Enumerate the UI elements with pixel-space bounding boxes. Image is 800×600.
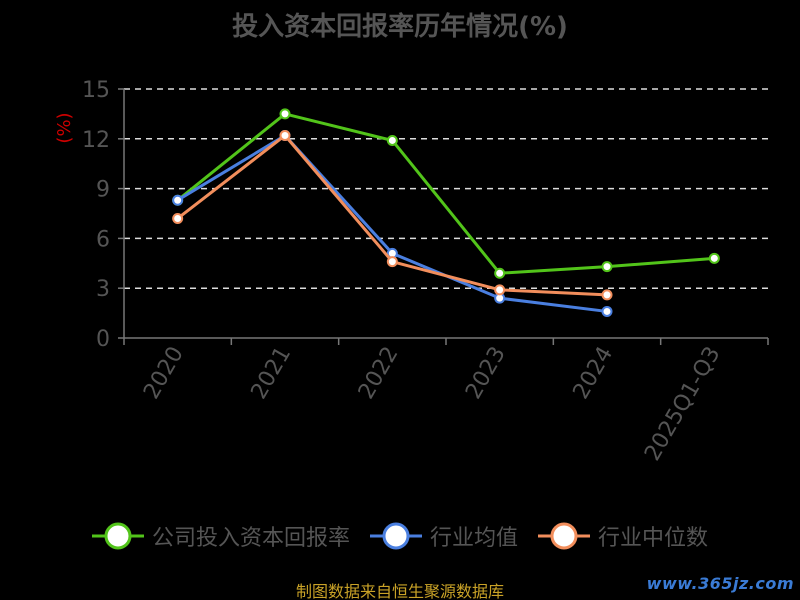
x-tick-label-2021: 2021 — [247, 343, 297, 404]
series-2-point-2020 — [172, 212, 184, 224]
series-0-point-2024 — [601, 261, 613, 273]
chart-title: 投入资本回报率历年情况(%) — [232, 12, 568, 42]
x-tick-label-2022: 2022 — [354, 343, 404, 404]
x-tick-label-2025Q1-Q3: 2025Q1-Q3 — [640, 343, 725, 466]
legend-swatch-industry-mean — [369, 522, 422, 550]
legend-item-industry-median[interactable]: 行业中位数 — [538, 518, 708, 554]
series-0-point-2022 — [386, 134, 398, 146]
y-tick-label-6: 6 — [96, 227, 110, 252]
series-2-point-2024 — [601, 289, 613, 301]
series-line-1 — [176, 133, 608, 313]
y-tick-label-3: 3 — [96, 277, 110, 302]
series-1-point-2020 — [172, 194, 184, 206]
series-2-point-2023 — [494, 284, 506, 296]
legend-swatch-industry-median — [538, 522, 590, 550]
y-tick-label-12: 12 — [82, 128, 110, 153]
x-tick-label-2024: 2024 — [569, 343, 619, 404]
series-2-point-2022 — [386, 256, 398, 268]
legend-label-company: 公司投入资本回报率 — [151, 526, 350, 551]
series-1-point-2024 — [601, 305, 613, 317]
y-tick-label-9: 9 — [96, 178, 110, 203]
y-tick-label-15: 15 — [82, 78, 110, 103]
legend: 公司投入资本回报率 行业均值 行业中位数 — [0, 518, 800, 554]
legend-label-industry-median: 行业中位数 — [598, 526, 709, 551]
watermark-logo: www.365jz.com — [646, 574, 794, 593]
x-tick-label-2023: 2023 — [461, 342, 511, 403]
series-0-point-2021 — [279, 108, 291, 120]
x-tick-label-2020: 2020 — [139, 343, 189, 404]
legend-swatch-company — [91, 522, 144, 550]
y-axis-label: (%) — [54, 112, 75, 143]
series-0-point-2025Q1-Q3 — [708, 252, 720, 264]
series-line-0 — [176, 112, 715, 275]
series-0-point-2023 — [494, 267, 506, 279]
series-2-point-2021 — [279, 129, 291, 141]
legend-item-company[interactable]: 公司投入资本回报率 — [91, 518, 350, 554]
legend-item-industry-mean[interactable]: 行业均值 — [369, 518, 518, 554]
legend-label-industry-mean: 行业均值 — [429, 526, 518, 551]
source-note: 制图数据来自恒生聚源数据库 — [295, 582, 504, 600]
y-tick-label-0: 0 — [96, 327, 110, 352]
